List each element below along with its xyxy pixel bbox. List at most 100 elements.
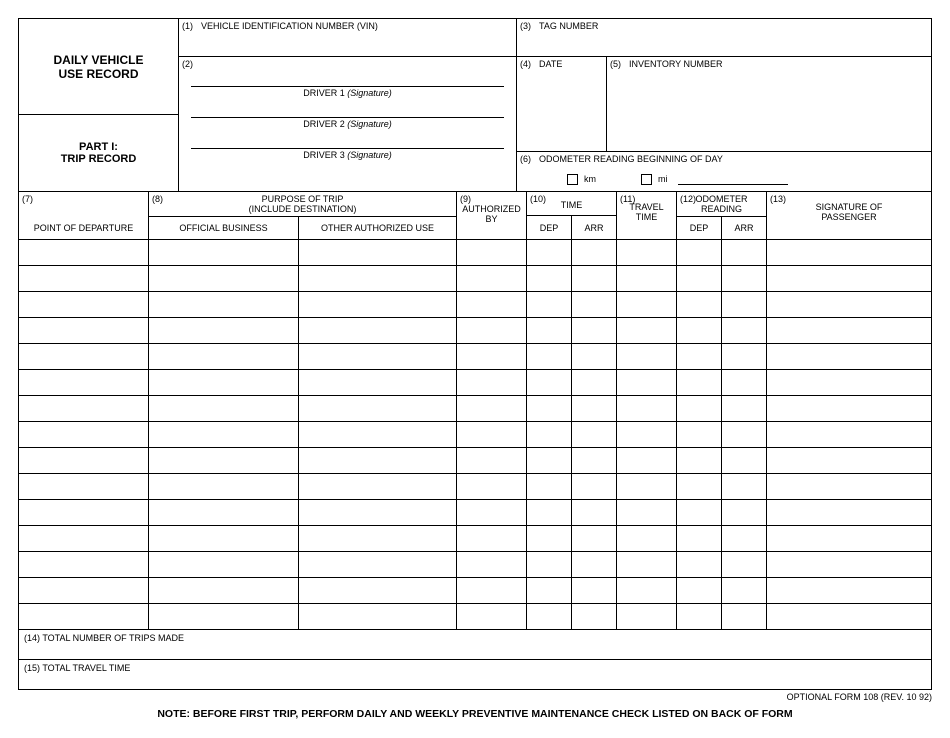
table-cell[interactable] xyxy=(722,240,767,266)
driver3-line[interactable] xyxy=(191,129,504,149)
table-cell[interactable] xyxy=(527,604,572,630)
table-cell[interactable] xyxy=(677,448,722,474)
table-cell[interactable] xyxy=(722,370,767,396)
driver1-line[interactable] xyxy=(191,67,504,87)
table-cell[interactable] xyxy=(722,552,767,578)
table-cell[interactable] xyxy=(527,474,572,500)
table-cell[interactable] xyxy=(19,578,149,604)
table-cell[interactable] xyxy=(149,396,299,422)
table-cell[interactable] xyxy=(572,578,617,604)
table-cell[interactable] xyxy=(457,552,527,578)
table-cell[interactable] xyxy=(527,552,572,578)
table-cell[interactable] xyxy=(617,526,677,552)
table-cell[interactable] xyxy=(149,370,299,396)
table-cell[interactable] xyxy=(617,500,677,526)
field-total-trips[interactable]: (14) TOTAL NUMBER OF TRIPS MADE xyxy=(19,630,931,660)
table-cell[interactable] xyxy=(767,552,931,578)
table-cell[interactable] xyxy=(457,318,527,344)
table-cell[interactable] xyxy=(457,292,527,318)
table-cell[interactable] xyxy=(299,604,457,630)
table-cell[interactable] xyxy=(767,448,931,474)
table-cell[interactable] xyxy=(677,474,722,500)
table-cell[interactable] xyxy=(677,370,722,396)
table-cell[interactable] xyxy=(457,448,527,474)
table-cell[interactable] xyxy=(527,396,572,422)
table-cell[interactable] xyxy=(527,240,572,266)
table-cell[interactable] xyxy=(19,240,149,266)
table-cell[interactable] xyxy=(767,500,931,526)
table-cell[interactable] xyxy=(677,396,722,422)
table-cell[interactable] xyxy=(299,344,457,370)
table-cell[interactable] xyxy=(19,526,149,552)
table-cell[interactable] xyxy=(149,344,299,370)
table-cell[interactable] xyxy=(149,500,299,526)
table-cell[interactable] xyxy=(527,292,572,318)
table-cell[interactable] xyxy=(677,240,722,266)
table-cell[interactable] xyxy=(299,318,457,344)
table-cell[interactable] xyxy=(767,526,931,552)
table-cell[interactable] xyxy=(149,448,299,474)
table-cell[interactable] xyxy=(19,344,149,370)
table-cell[interactable] xyxy=(457,578,527,604)
table-cell[interactable] xyxy=(677,526,722,552)
table-cell[interactable] xyxy=(527,370,572,396)
table-cell[interactable] xyxy=(617,474,677,500)
table-cell[interactable] xyxy=(767,396,931,422)
table-cell[interactable] xyxy=(299,526,457,552)
table-cell[interactable] xyxy=(572,344,617,370)
table-cell[interactable] xyxy=(722,396,767,422)
table-cell[interactable] xyxy=(457,500,527,526)
table-cell[interactable] xyxy=(299,578,457,604)
odo-value-line[interactable] xyxy=(678,174,788,185)
table-cell[interactable] xyxy=(149,292,299,318)
table-cell[interactable] xyxy=(19,318,149,344)
table-cell[interactable] xyxy=(527,422,572,448)
table-cell[interactable] xyxy=(457,422,527,448)
field-vin[interactable]: (1) VEHICLE IDENTIFICATION NUMBER (VIN) xyxy=(179,19,517,57)
table-cell[interactable] xyxy=(677,318,722,344)
table-cell[interactable] xyxy=(19,292,149,318)
table-cell[interactable] xyxy=(617,318,677,344)
table-cell[interactable] xyxy=(572,318,617,344)
table-cell[interactable] xyxy=(457,474,527,500)
table-cell[interactable] xyxy=(149,422,299,448)
table-cell[interactable] xyxy=(149,318,299,344)
table-cell[interactable] xyxy=(617,240,677,266)
table-cell[interactable] xyxy=(617,604,677,630)
table-cell[interactable] xyxy=(572,500,617,526)
table-cell[interactable] xyxy=(677,500,722,526)
table-cell[interactable] xyxy=(149,240,299,266)
table-cell[interactable] xyxy=(617,552,677,578)
mi-checkbox[interactable] xyxy=(641,174,652,185)
table-cell[interactable] xyxy=(299,474,457,500)
table-cell[interactable] xyxy=(149,526,299,552)
table-cell[interactable] xyxy=(617,422,677,448)
table-cell[interactable] xyxy=(457,396,527,422)
table-cell[interactable] xyxy=(299,422,457,448)
table-cell[interactable] xyxy=(572,474,617,500)
table-cell[interactable] xyxy=(617,448,677,474)
table-cell[interactable] xyxy=(722,500,767,526)
table-cell[interactable] xyxy=(572,604,617,630)
table-cell[interactable] xyxy=(149,474,299,500)
table-cell[interactable] xyxy=(299,448,457,474)
table-cell[interactable] xyxy=(617,578,677,604)
table-cell[interactable] xyxy=(527,344,572,370)
table-cell[interactable] xyxy=(677,266,722,292)
table-cell[interactable] xyxy=(617,266,677,292)
field-inventory[interactable]: (5) INVENTORY NUMBER xyxy=(607,57,931,152)
table-cell[interactable] xyxy=(527,526,572,552)
table-cell[interactable] xyxy=(677,344,722,370)
table-cell[interactable] xyxy=(457,604,527,630)
table-cell[interactable] xyxy=(722,422,767,448)
table-cell[interactable] xyxy=(572,396,617,422)
table-cell[interactable] xyxy=(767,370,931,396)
table-cell[interactable] xyxy=(722,526,767,552)
table-cell[interactable] xyxy=(767,292,931,318)
table-cell[interactable] xyxy=(617,370,677,396)
table-cell[interactable] xyxy=(722,266,767,292)
table-cell[interactable] xyxy=(767,578,931,604)
table-cell[interactable] xyxy=(149,604,299,630)
table-cell[interactable] xyxy=(19,396,149,422)
table-cell[interactable] xyxy=(527,500,572,526)
